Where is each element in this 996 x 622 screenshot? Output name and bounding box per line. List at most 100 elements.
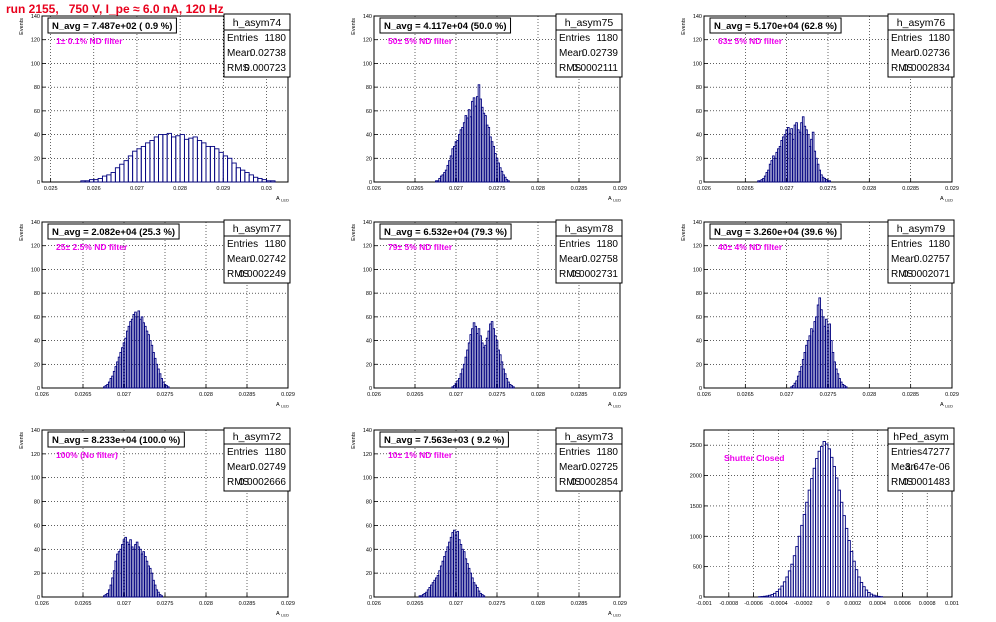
y-tick-label: 100 [31,476,40,482]
y-tick-label: 40 [366,547,372,553]
y-tick-label: 1000 [690,534,702,540]
x-tick-label: 0.026 [35,392,49,398]
stats-label-rms: RMS [891,63,914,74]
x-tick-label: 0.001 [945,601,959,607]
y-tick-label: 20 [366,571,372,577]
stats-box-title: h_asym73 [565,431,614,443]
stats-label-rms: RMS [559,477,582,488]
y-tick-label: 80 [366,291,372,297]
stats-box [555,427,623,492]
x-tick-label: -0.0006 [744,601,763,607]
stats-value-rms: 0.000723 [244,63,286,74]
stats-value-mean: 0.02742 [250,254,287,265]
x-axis-title-subscript: LED [613,198,621,203]
x-tick-label: 0.0285 [239,601,256,607]
x-axis-title-subscript: LED [281,613,289,618]
stats-box-title: h_asym76 [897,17,946,29]
y-tick-label: 120 [31,452,40,458]
x-tick-label: 0.0006 [894,601,911,607]
navg-label: N_avg = 6.532e+04 (79.3 %) [384,227,507,238]
y-tick-label: 20 [34,362,40,368]
x-tick-label: 0.027 [780,186,794,192]
y-tick-label: 140 [363,428,372,434]
x-tick-label: 0.028 [199,601,213,607]
stats-value-rms: 0.0002249 [239,269,287,280]
histogram-panel-h_asym76: 0.026 0.0265 0.027 0.0275 0.028 0.0285 0.029 0 2… [681,13,959,203]
histogram-panel-h_asym73: 0.026 0.0265 0.027 0.0275 0.028 0.0285 0.029 0 2… [351,427,627,618]
navg-box [379,431,509,448]
y-tick-label: 120 [31,244,40,250]
stats-label-mean: Mean [559,462,584,473]
filter-annotation: 40± 4% ND filter [718,242,783,252]
y-tick-label: 0 [369,180,372,186]
navg-box [379,17,512,34]
x-axis-title: A LED [276,402,289,409]
x-tick-label: 0.027 [117,601,131,607]
y-axis-title: Events [19,18,25,35]
y-tick-label: 60 [366,523,372,529]
x-tick-label: 0.026 [367,392,381,398]
x-axis-title-subscript: LED [281,404,289,409]
stats-label-rms: RMS [227,269,250,280]
x-axis-title: A LED [940,196,953,203]
x-tick-label: 0.026 [697,186,711,192]
stats-value-entries: 1180 [264,33,286,44]
y-tick-label: 80 [366,85,372,91]
y-tick-label: 0 [369,386,372,392]
x-tick-label: 0.026 [87,186,101,192]
x-tick-label: 0.0265 [75,392,92,398]
x-axis-title-subscript: LED [281,198,289,203]
x-axis-title-subscript: LED [945,198,953,203]
stats-label-mean: Mean [891,462,916,473]
x-tick-label: 0.03 [261,186,272,192]
stats-value-mean: 0.02739 [582,48,619,59]
stats-value-mean: 0.02757 [914,254,951,265]
stats-label-entries: Entries [891,447,922,458]
stats-box [223,13,291,78]
y-axis-title: Events [351,18,357,35]
x-tick-label: 0.027 [130,186,144,192]
y-tick-label: 0 [37,595,40,601]
histogram-bin [167,386,170,389]
x-tick-label: -0.0004 [769,601,788,607]
y-tick-label: 20 [696,156,702,162]
x-tick-label: 0.029 [945,392,959,398]
stats-box [555,13,623,78]
x-tick-label: 0.026 [697,392,711,398]
filter-annotation: 63± 5% ND filter [718,36,783,46]
y-tick-label: 40 [366,133,372,139]
x-tick-label: 0.028 [531,186,545,192]
x-tick-label: -0.001 [696,601,712,607]
x-tick-label: 0.0275 [157,601,174,607]
x-tick-label: 0.028 [862,392,876,398]
y-tick-label: 0 [37,180,40,186]
y-tick-label: 100 [363,476,372,482]
filter-annotation: 50± 5% ND filter [388,36,453,46]
histogram-bin [270,180,276,183]
y-tick-label: 140 [693,14,702,20]
histogram-bin [828,180,831,183]
stats-value-entries: 1180 [596,33,618,44]
filter-annotation: Shutter Closed [724,453,784,463]
stats-label-mean: Mean [559,48,584,59]
stats-label-entries: Entries [227,239,258,250]
x-axis-title: A LED [608,196,621,203]
stats-label-rms: RMS [559,269,582,280]
x-tick-label: 0.028 [531,392,545,398]
y-axis-title: Events [681,18,687,35]
filter-annotation: 1± 0.1% ND filter [56,36,123,46]
y-tick-label: 60 [696,109,702,115]
x-tick-label: 0.0285 [571,392,588,398]
y-tick-label: 500 [693,565,702,571]
y-tick-label: 0 [369,595,372,601]
stats-label-mean: Mean [227,462,252,473]
stats-box-title: hPed_asym [893,431,949,443]
x-tick-label: 0.0275 [157,392,174,398]
stats-value-mean: 0.02738 [250,48,287,59]
x-tick-label: 0.0008 [919,601,936,607]
stats-box [887,13,955,78]
y-axis-title: Events [351,432,357,449]
x-tick-label: 0.0265 [75,601,92,607]
stats-label-rms: RMS [227,63,250,74]
